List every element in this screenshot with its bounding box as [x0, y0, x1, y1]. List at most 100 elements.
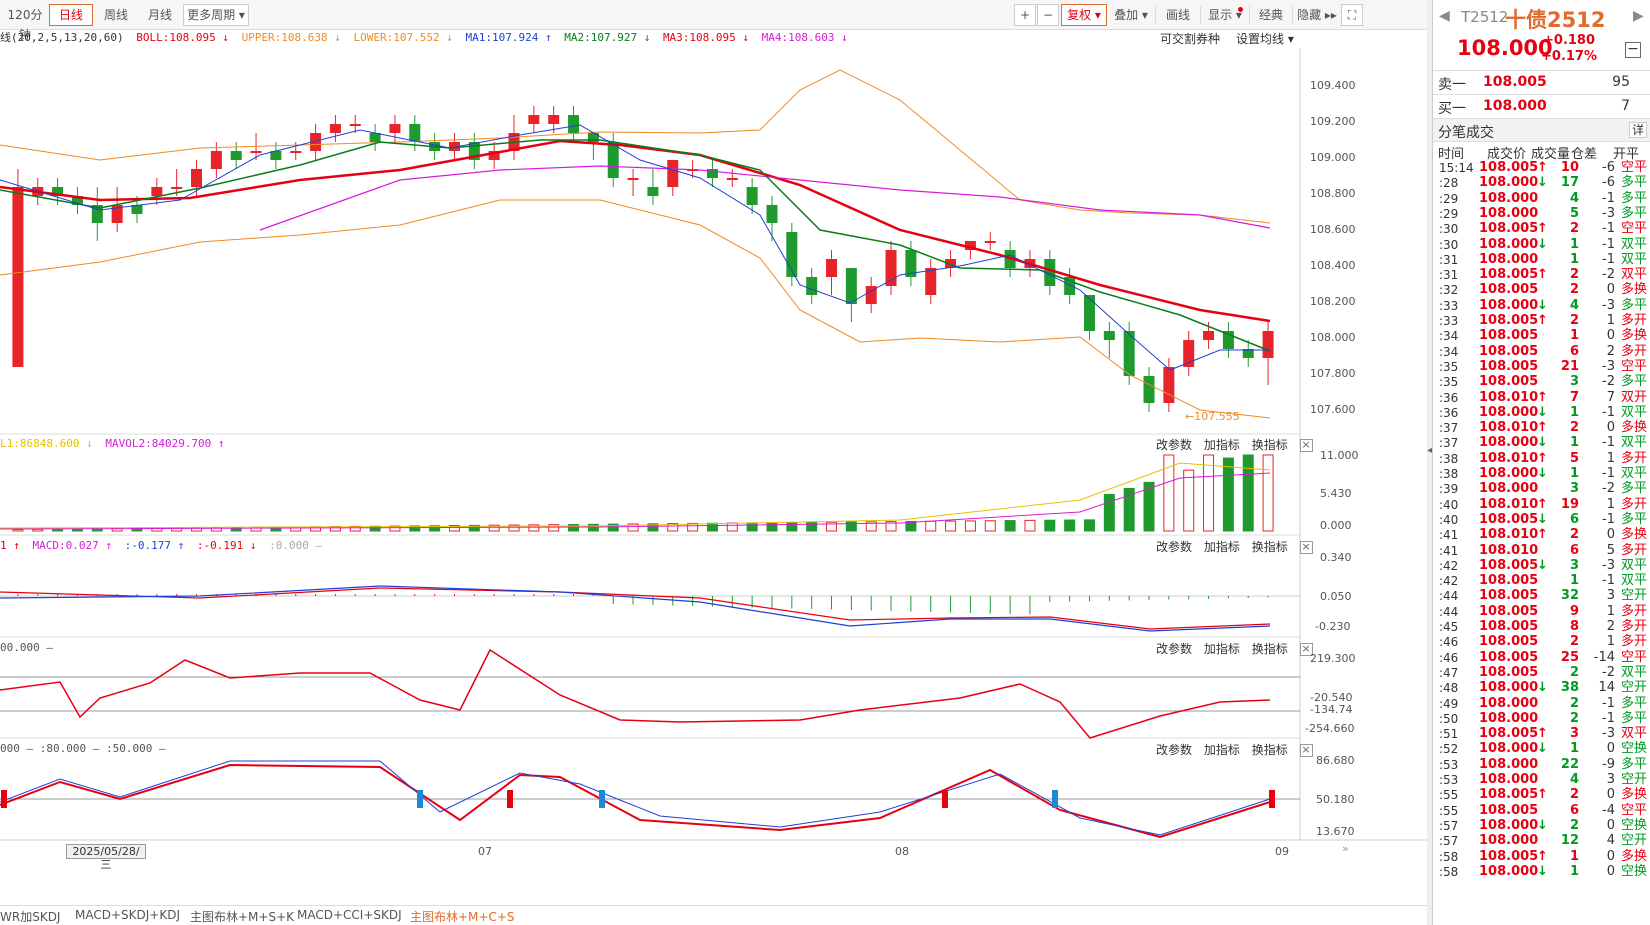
minimize-icon[interactable]: −: [1625, 42, 1641, 58]
macd-y-tick: -0.230: [1315, 620, 1351, 633]
hide-button[interactable]: 隐藏 ▸▸: [1297, 8, 1337, 22]
tick-type: 多平: [1620, 205, 1647, 221]
col-price: 成交价: [1487, 147, 1527, 162]
classic-button[interactable]: 经典: [1258, 8, 1283, 22]
tick-price: 108.000: [1479, 404, 1539, 420]
notification-dot: [1238, 7, 1243, 12]
panel-splitter[interactable]: ◂: [1427, 0, 1432, 925]
draw-line-button[interactable]: 画线: [1165, 8, 1190, 22]
more-periods-dropdown[interactable]: 更多周期 ▾: [183, 4, 249, 26]
zoom-out-button[interactable]: −: [1037, 4, 1059, 26]
kdj-signal-marker: [1, 790, 7, 808]
tick-oi-change: 1: [1606, 634, 1615, 650]
kline-chart[interactable]: [0, 30, 1427, 905]
candle-body: [230, 151, 242, 160]
tick-row: :37 108.000 ↓ 1 -1 双平: [1433, 435, 1650, 451]
period-daily[interactable]: 日线: [49, 4, 93, 26]
collapse-arrow-icon[interactable]: ◂: [1427, 445, 1433, 456]
tick-price: 108.000: [1479, 741, 1539, 757]
tick-row: :36 108.000 ↓ 1 -1 双平: [1433, 405, 1650, 421]
tick-time: :49: [1439, 696, 1459, 711]
fullscreen-icon[interactable]: ⛶: [1341, 4, 1363, 26]
tick-type: 双平: [1620, 726, 1647, 742]
change-indicator-button[interactable]: 换指标: [1251, 642, 1288, 656]
add-indicator-button[interactable]: 加指标: [1203, 438, 1240, 452]
next-contract-icon[interactable]: ▶: [1633, 8, 1644, 24]
tick-volume: 2: [1569, 527, 1579, 543]
kdj-signal-marker: [1269, 790, 1275, 808]
close-icon[interactable]: ×: [1299, 642, 1313, 656]
tick-oi-change: -1: [1602, 511, 1615, 527]
tick-type: 多换: [1620, 787, 1647, 803]
close-icon[interactable]: ×: [1299, 540, 1313, 554]
tick-arrow: ↓: [1537, 863, 1548, 879]
tab-boll-m-c-s[interactable]: 主图布林+M+C+S: [410, 910, 515, 924]
tick-oi-change: -1: [1602, 573, 1615, 589]
tick-type: 空平: [1620, 358, 1647, 374]
tick-volume: 5: [1569, 450, 1579, 466]
candle-body: [786, 232, 798, 277]
tick-type: 空平: [1620, 802, 1647, 818]
change-indicator-button[interactable]: 换指标: [1251, 438, 1288, 452]
tab-macd-cci-skdj[interactable]: MACD+CCI+SKDJ: [297, 908, 402, 922]
chart-area[interactable]: 线(20,2,5,13,20,60) BOLL:108.095 ↓ UPPER:…: [0, 30, 1427, 905]
overlay-dropdown[interactable]: 叠加 ▾: [1114, 8, 1148, 22]
edit-params-button[interactable]: 改参数: [1156, 642, 1193, 656]
change-indicator-button[interactable]: 换指标: [1251, 743, 1288, 757]
indicator-template-tabs: WR加SKDJ MACD+SKDJ+KDJ 主图布林+M+S+K MACD+CC…: [0, 905, 1427, 925]
deliverable-bonds-link[interactable]: 可交割券种: [1160, 32, 1221, 46]
prev-contract-icon[interactable]: ◀: [1439, 8, 1450, 24]
change-indicator-button[interactable]: 换指标: [1251, 540, 1288, 554]
toolbar-divider: [1292, 6, 1293, 24]
tick-volume: 25: [1560, 649, 1579, 665]
macd-legend: 1 ↑ MACD:0.027 ↑ :-0.177 ↑ :-0.191 ↓ :0.…: [0, 538, 328, 554]
tick-volume: 2: [1569, 710, 1579, 726]
tick-price: 108.005: [1479, 664, 1539, 680]
tick-volume: 2: [1569, 634, 1579, 650]
tick-oi-change: -4: [1602, 802, 1615, 818]
add-indicator-button[interactable]: 加指标: [1203, 743, 1240, 757]
tick-volume: 17: [1560, 175, 1579, 191]
tab-macd-skdj-kdj[interactable]: MACD+SKDJ+KDJ: [75, 908, 180, 922]
tick-type: 多换: [1620, 420, 1647, 436]
ticks-list[interactable]: 15:14 108.005 ↑ 10 -6 空平:28 108.000 ↓ 17 -6 多平:29 1…: [1433, 160, 1650, 925]
tab-boll-m-s-k[interactable]: 主图布林+M+S+K: [190, 910, 295, 924]
zoom-in-button[interactable]: +: [1014, 4, 1036, 26]
tab-wr-skdj[interactable]: WR加SKDJ: [0, 910, 61, 924]
add-indicator-button[interactable]: 加指标: [1203, 642, 1240, 656]
tick-time: :40: [1439, 512, 1459, 527]
tick-arrow: ↓: [1537, 175, 1548, 191]
detail-button[interactable]: 详: [1629, 122, 1647, 138]
tick-row: :55 108.005 6 -4 空平: [1433, 803, 1650, 819]
period-weekly[interactable]: 周线: [103, 8, 128, 22]
quote-panel: ◀ T2512 十债2512 ▶ 108.000 +0.180 +0.17% −…: [1432, 0, 1650, 925]
volume-bar: [1123, 487, 1135, 532]
tick-type: 多开: [1620, 496, 1647, 512]
close-icon[interactable]: ×: [1299, 438, 1313, 452]
adjust-dropdown[interactable]: 复权 ▾: [1061, 4, 1107, 26]
period-120min[interactable]: 120分钟: [7, 8, 43, 42]
cci-legend: 00.000 –: [0, 640, 59, 656]
display-dropdown[interactable]: 显示 ▾: [1208, 8, 1242, 22]
set-ma-dropdown[interactable]: 设置均线 ▾: [1236, 32, 1294, 46]
candle-body: [488, 151, 500, 160]
candle-body: [71, 196, 83, 205]
edit-params-button[interactable]: 改参数: [1156, 540, 1193, 554]
bid-price: 108.000: [1483, 98, 1547, 114]
period-monthly[interactable]: 月线: [147, 8, 172, 22]
tick-oi-change: 2: [1606, 343, 1615, 359]
y-tick-label: 108.200: [1310, 295, 1356, 308]
ticks-header-bar: 分笔成交 详: [1433, 118, 1650, 142]
tick-type: 空换: [1620, 817, 1647, 833]
contract-code: T2512: [1461, 8, 1509, 26]
scroll-right-icon[interactable]: »: [1342, 842, 1349, 855]
volume-bar: [984, 520, 996, 532]
candle-body: [349, 124, 361, 126]
tick-time: :39: [1439, 482, 1459, 497]
close-icon[interactable]: ×: [1299, 743, 1313, 757]
tick-oi-change: -14: [1593, 649, 1615, 665]
edit-params-button[interactable]: 改参数: [1156, 743, 1193, 757]
edit-params-button[interactable]: 改参数: [1156, 438, 1193, 452]
tick-type: 多开: [1620, 542, 1647, 558]
add-indicator-button[interactable]: 加指标: [1203, 540, 1240, 554]
